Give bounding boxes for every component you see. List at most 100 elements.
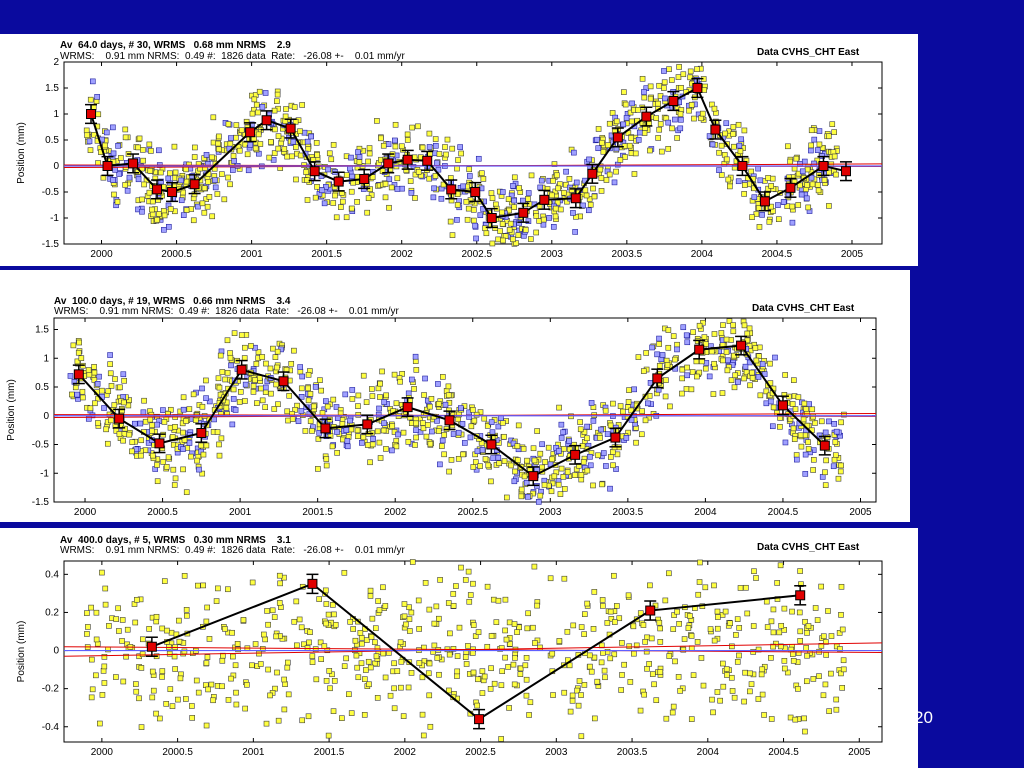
average-marker [422, 155, 433, 166]
data-point [607, 454, 614, 460]
data-point [126, 431, 133, 438]
data-point [426, 130, 433, 137]
data-point [253, 101, 260, 108]
average-marker [641, 111, 652, 122]
data-point [148, 428, 155, 434]
data-point [479, 447, 486, 453]
data-point [389, 447, 395, 454]
data-point [656, 362, 663, 369]
data-point [591, 654, 598, 661]
data-point [657, 121, 664, 127]
data-point [795, 686, 801, 692]
data-point [216, 384, 223, 391]
data-point [647, 83, 654, 90]
data-point [159, 625, 166, 632]
data-point [407, 178, 414, 184]
data-point [141, 181, 147, 188]
data-point [347, 417, 353, 424]
average-marker [818, 161, 829, 171]
data-point [578, 733, 585, 740]
data-point [839, 626, 846, 633]
data-point [121, 399, 127, 406]
data-point [479, 690, 486, 696]
data-point [329, 443, 336, 450]
x-tick-label: 2000.5 [162, 747, 193, 758]
data-point [355, 403, 361, 409]
data-point [805, 623, 812, 629]
data-point [537, 184, 544, 191]
data-point [655, 135, 661, 141]
data-point [355, 433, 361, 440]
data-point [343, 655, 349, 662]
data-point [254, 400, 260, 406]
data-point [621, 89, 627, 95]
data-point [588, 668, 595, 675]
data-point [391, 660, 397, 667]
data-point [74, 358, 81, 365]
data-point [180, 212, 187, 218]
data-point [756, 205, 762, 211]
data-point [432, 142, 439, 149]
data-point [289, 416, 296, 422]
data-point [274, 91, 281, 98]
data-point [668, 77, 675, 83]
data-point [135, 144, 142, 151]
data-point [472, 459, 479, 465]
data-point [470, 669, 477, 676]
data-point [730, 124, 737, 130]
data-point [587, 201, 594, 208]
data-point [352, 637, 359, 644]
data-point [841, 411, 847, 418]
data-point [558, 465, 565, 472]
average-marker [610, 432, 621, 443]
y-axis-label: Position (mm) [16, 122, 27, 184]
data-point [563, 181, 569, 188]
data-point [288, 361, 295, 367]
data-point [770, 606, 777, 613]
data-point [469, 650, 476, 656]
data-point [204, 203, 211, 210]
data-point [730, 322, 736, 328]
data-point [114, 198, 121, 205]
data-point [403, 621, 409, 628]
data-point [101, 663, 108, 670]
data-point [759, 666, 765, 673]
data-point [759, 691, 766, 698]
data-point [256, 375, 263, 381]
data-point [628, 135, 635, 141]
x-tick-label: 2000 [74, 507, 97, 518]
data-point [219, 369, 226, 375]
x-tick-label: 2004 [694, 507, 717, 518]
data-point [242, 398, 248, 404]
data-point [228, 675, 234, 682]
data-point [735, 178, 742, 185]
data-point [633, 642, 640, 649]
data-point [658, 148, 665, 155]
data-point [298, 408, 305, 414]
data-point [325, 166, 331, 173]
data-point [838, 670, 844, 677]
data-point [99, 387, 105, 394]
data-point [357, 630, 364, 636]
data-point [488, 633, 495, 639]
data-point [489, 240, 496, 247]
data-point [644, 665, 650, 672]
data-point [394, 186, 401, 192]
data-point [777, 423, 783, 430]
data-point [225, 121, 232, 127]
y-tick-label: 1.5 [35, 325, 49, 336]
data-point [575, 702, 582, 709]
data-point [463, 198, 470, 205]
data-point [436, 151, 443, 157]
data-point [438, 195, 445, 202]
data-point [425, 422, 431, 428]
data-point [837, 646, 843, 652]
data-point [430, 194, 437, 201]
data-point [209, 154, 215, 161]
data-point [297, 128, 303, 135]
data-point [656, 82, 662, 89]
data-point [578, 692, 584, 698]
data-point [95, 111, 102, 118]
data-point [446, 687, 452, 694]
